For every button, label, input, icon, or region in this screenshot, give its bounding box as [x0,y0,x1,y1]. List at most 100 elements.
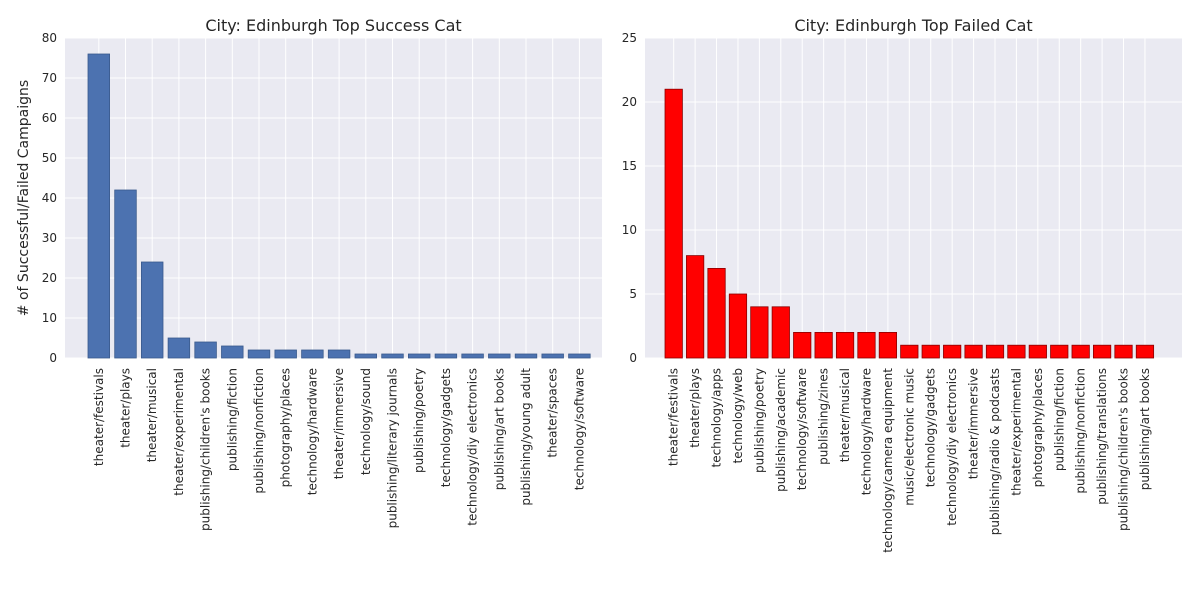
bar [707,267,726,359]
x-tick-label: music/electronic music [902,368,916,506]
x-tick-label: publishing/zines [817,368,831,465]
x-tick-label: publishing/poetry [752,368,766,473]
y-tick-label: 10 [42,311,57,325]
bar [167,337,191,359]
bar [793,331,812,359]
x-tick-label: publishing/children's books [1117,368,1131,531]
bar [354,353,378,359]
x-tick-label: photography/places [279,368,293,487]
bar [1093,344,1112,359]
failed-chart: 0 5 10 15 20 25 theater/festivals theater/plays… [622,16,1182,553]
bar [964,344,983,359]
y-axis-label: # of Successful/Failed Campaigns [16,80,32,316]
chart-title: City: Edinburgh Top Success Cat [205,16,461,35]
y-tick-label: 50 [42,151,57,165]
x-tick-label: theater/experimental [172,368,186,496]
y-tick-label: 20 [622,95,637,109]
x-tick-label: technology/gadgets [924,368,938,487]
x-tick-label: technology/web [731,368,745,464]
x-tick-label: technology/diy electronics [466,368,480,526]
x-tick-label: technology/hardware [859,368,873,495]
bar [878,331,898,359]
bar [488,353,511,359]
y-tick-label: 0 [49,351,57,365]
x-tick-label: theater/plays [688,368,702,448]
x-tick-label: theater/festivals [667,368,681,466]
bar [921,344,940,359]
bar [750,306,769,359]
x-tick-label: publishing/young adult [519,368,533,506]
bar [541,353,564,359]
x-tick-label: theater/festivals [92,368,106,466]
x-tick-label: publishing/nonfiction [252,368,266,494]
y-tick-label: 0 [629,351,637,365]
y-tick-label: 5 [629,287,637,301]
bar [434,353,458,359]
x-tick-label: technology/gadgets [439,368,453,487]
bar [114,189,137,359]
bar [985,344,1005,359]
x-tick-label: publishing/academic [774,368,788,492]
x-tick-label: technology/apps [710,368,724,468]
bar [327,349,351,359]
x-tick-label: publishing/fiction [225,368,239,471]
bar [728,293,748,359]
bar [664,88,683,359]
x-tick-label: photography/places [1031,368,1045,487]
x-tick-label: publishing/art books [1138,368,1152,490]
x-tick-label: theater/immersive [967,368,981,479]
x-tick-label: publishing/poetry [412,368,426,473]
bar [771,306,790,359]
bar [221,345,244,359]
x-tick-label: theater/spaces [546,368,560,458]
chart-title: City: Edinburgh Top Failed Cat [794,16,1032,35]
bar [87,53,111,359]
x-tick-label: publishing/translations [1095,368,1109,505]
bar [514,353,538,359]
bar [381,353,404,359]
y-tick-label: 10 [622,223,637,237]
x-tick-label: technology/sound [359,368,373,475]
x-tick-label: theater/musical [838,368,852,462]
x-tick-label: technology/software [572,368,586,490]
x-tick-label: publishing/art books [492,368,506,490]
y-tick-label: 70 [42,71,57,85]
x-tick-label: publishing/fiction [1052,368,1066,471]
y-tick-label: 80 [42,31,57,45]
x-tick-label: theater/plays [119,368,133,448]
x-tick-label: technology/camera equipment [881,368,895,553]
bar [686,255,705,359]
bar [140,261,164,359]
bar [301,349,324,359]
x-tick-label: publishing/children's books [199,368,213,531]
y-tick-label: 15 [622,159,637,173]
bar [1135,344,1155,359]
success-chart: 0 10 20 30 40 50 60 70 80 theater/festivals theate… [16,16,602,531]
bar [857,331,876,359]
x-tick-label: publishing/nonfiction [1074,368,1088,494]
bar [274,349,297,359]
bar [407,353,431,359]
bar [1114,344,1133,359]
x-tick-label: publishing/literary journals [386,368,400,528]
x-tick-label: technology/hardware [305,368,319,495]
y-tick-label: 25 [622,31,637,45]
x-tick-label: technology/diy electronics [945,368,959,526]
y-tick-label: 40 [42,191,57,205]
x-tick-label: theater/immersive [332,368,346,479]
x-tick-label: theater/musical [145,368,159,462]
bar [1071,344,1090,359]
bar [461,353,484,359]
y-tick-label: 60 [42,111,57,125]
bar [1028,344,1047,359]
bar [247,349,271,359]
bar [194,341,217,359]
bar [568,353,591,359]
bar [814,331,833,359]
bar [835,331,855,359]
y-tick-label: 20 [42,271,57,285]
bar [1007,344,1026,359]
bar [1050,344,1069,359]
y-tick-label: 30 [42,231,57,245]
